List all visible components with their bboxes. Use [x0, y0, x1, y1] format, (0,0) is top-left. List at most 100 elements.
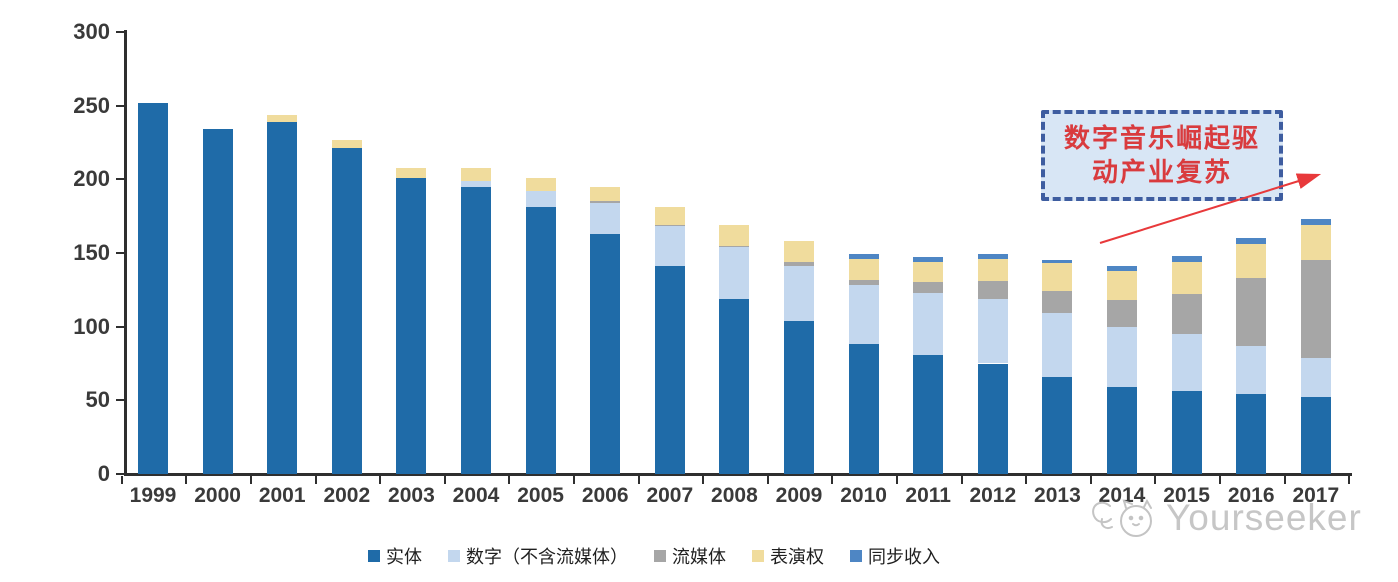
- x-tick-mark: [1348, 476, 1351, 484]
- y-tick-label: 50: [85, 387, 110, 413]
- bar-2016-segment-sync-revenue: [1236, 238, 1267, 245]
- bar-2009-segment-digital-excl-streaming: [784, 266, 814, 321]
- watermark-logo-icon: [1092, 498, 1152, 537]
- bar-2006-segment-digital-excl-streaming: [590, 202, 621, 234]
- x-tick-mark: [1218, 476, 1221, 484]
- bar-2007-segment-performance-rights: [654, 207, 685, 225]
- bar-2004-segment-performance-rights: [461, 167, 491, 181]
- y-tick-mark: [116, 178, 125, 181]
- bar-2003-segment-physical: [396, 177, 427, 474]
- chart-legend: 实体 数字（不含流媒体） 流媒体 表演权 同步收入: [368, 543, 940, 569]
- bar-2017-segment-streaming: [1300, 260, 1331, 358]
- legend-swatch-sync-revenue: [850, 550, 862, 562]
- legend-item-performance-rights: 表演权: [752, 543, 824, 569]
- x-tick-label-2003: 2003: [388, 484, 435, 507]
- bar-2011-segment-performance-rights: [913, 261, 944, 283]
- x-tick-mark: [572, 476, 575, 484]
- annotation-callout: 数字音乐崛起驱 动产业复苏: [1041, 110, 1283, 201]
- bar-2011-segment-streaming: [913, 282, 944, 293]
- x-tick-label-2005: 2005: [517, 484, 564, 507]
- bar-2016-segment-performance-rights: [1236, 244, 1267, 279]
- bar-2007-segment-digital-excl-streaming: [654, 226, 685, 267]
- x-tick-label-2007: 2007: [646, 484, 694, 507]
- bar-2008-segment-digital-excl-streaming: [719, 247, 750, 299]
- bar-2012-segment-digital-excl-streaming: [977, 298, 1008, 364]
- x-tick-mark: [702, 476, 705, 484]
- x-tick-label-2014: 2014: [1098, 484, 1146, 507]
- bar-2007-segment-physical: [654, 266, 685, 474]
- bar-2014-segment-physical: [1107, 387, 1137, 474]
- bar-2015-segment-performance-rights: [1171, 261, 1202, 295]
- bar-2013-segment-digital-excl-streaming: [1042, 313, 1073, 377]
- bar-2010-segment-sync-revenue: [848, 254, 879, 259]
- bar-2006-segment-performance-rights: [590, 186, 621, 202]
- x-tick-mark: [766, 476, 769, 484]
- bar-2015-segment-streaming: [1171, 294, 1202, 335]
- y-tick-label: 300: [73, 19, 110, 44]
- x-tick-mark: [831, 476, 834, 484]
- bar-2010-segment-digital-excl-streaming: [848, 285, 879, 345]
- bar-2014-segment-sync-revenue: [1107, 266, 1137, 271]
- legend-label-sync-revenue: 同步收入: [868, 547, 940, 567]
- bar-2009-segment-streaming: [784, 261, 814, 267]
- bar-2014-segment-streaming: [1107, 300, 1137, 327]
- bar-2017-segment-performance-rights: [1300, 225, 1331, 261]
- bar-2014-segment-performance-rights: [1107, 270, 1137, 301]
- y-tick-mark: [116, 473, 125, 475]
- bar-2017-segment-sync-revenue: [1300, 219, 1331, 225]
- bar-2016-segment-physical: [1236, 394, 1267, 474]
- legend-label-digital-excl-streaming: 数字（不含流媒体）: [466, 547, 628, 567]
- x-tick-label-2010: 2010: [840, 484, 887, 507]
- bar-2012-segment-sync-revenue: [977, 254, 1008, 259]
- bar-1999-segment-physical: [138, 102, 168, 474]
- x-tick-mark: [443, 476, 446, 484]
- bar-2009-segment-performance-rights: [784, 241, 814, 262]
- x-tick-label-1999: 1999: [129, 484, 177, 507]
- bar-2015-segment-sync-revenue: [1171, 255, 1202, 262]
- bar-2005-segment-digital-excl-streaming: [525, 191, 556, 208]
- x-tick-mark: [1089, 476, 1092, 484]
- bar-2000-segment-physical: [202, 129, 233, 474]
- bar-2012-segment-streaming: [977, 280, 1008, 299]
- bar-2010-segment-streaming: [848, 279, 879, 286]
- y-tick-mark: [116, 104, 125, 107]
- bar-2014-segment-digital-excl-streaming: [1107, 326, 1137, 388]
- x-tick-mark: [120, 476, 123, 484]
- bar-2005-segment-physical: [525, 207, 556, 474]
- x-tick-label-2002: 2002: [323, 484, 371, 507]
- x-tick-label-2013: 2013: [1034, 484, 1081, 507]
- bar-2009-segment-physical: [784, 320, 814, 474]
- y-tick-label: 0: [97, 461, 110, 486]
- bar-2006-segment-streaming: [590, 201, 621, 203]
- y-tick-label: 250: [73, 92, 110, 118]
- bar-2004-segment-physical: [461, 186, 491, 474]
- x-tick-label-2012: 2012: [969, 484, 1017, 507]
- legend-label-physical: 实体: [386, 547, 422, 567]
- x-tick-label-2009: 2009: [775, 484, 823, 507]
- x-tick-label-2006: 2006: [581, 484, 629, 507]
- bar-2011-segment-digital-excl-streaming: [913, 292, 944, 355]
- bar-2005-segment-performance-rights: [525, 177, 556, 192]
- y-tick-mark: [116, 325, 125, 328]
- bar-2004-segment-digital-excl-streaming: [461, 180, 491, 187]
- y-tick-label: 150: [73, 240, 110, 265]
- bar-2016-segment-streaming: [1236, 278, 1267, 346]
- watermark: Yourseeker: [1088, 494, 1362, 542]
- annotation-text-line1: 数字音乐崛起驱: [1063, 123, 1260, 153]
- legend-swatch-streaming: [654, 550, 666, 562]
- bar-2010-segment-physical: [848, 344, 879, 474]
- bar-2001-segment-performance-rights: [267, 114, 298, 122]
- x-axis-line: [124, 473, 1352, 476]
- x-tick-label-2017: 2017: [1292, 484, 1340, 507]
- bar-2015-segment-digital-excl-streaming: [1171, 334, 1202, 392]
- x-tick-label-2000: 2000: [194, 484, 241, 507]
- x-tick-mark: [1283, 476, 1286, 484]
- legend-swatch-physical: [368, 550, 380, 562]
- bar-2008-segment-physical: [719, 298, 750, 474]
- bar-2013-segment-physical: [1042, 376, 1073, 474]
- legend-swatch-performance-rights: [752, 550, 764, 562]
- bar-2008-segment-performance-rights: [719, 225, 750, 246]
- x-tick-mark: [185, 476, 188, 484]
